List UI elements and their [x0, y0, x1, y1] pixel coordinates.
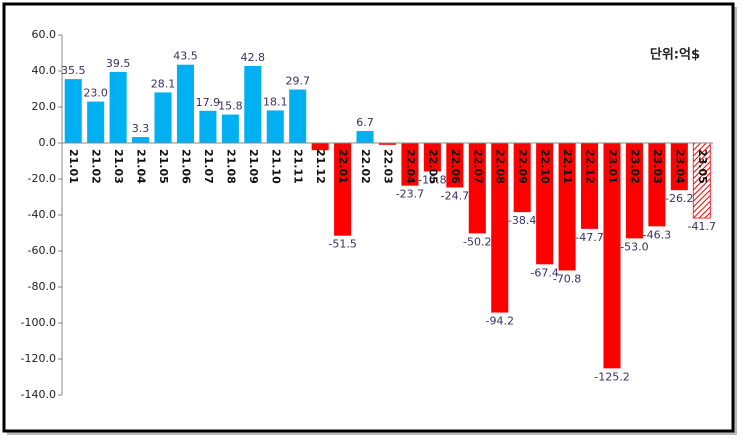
- y-tick-label: -60.0: [28, 244, 56, 257]
- bar: [176, 64, 194, 143]
- data-label: 35.5: [61, 64, 86, 77]
- x-tick-label: 23.05: [696, 149, 709, 184]
- x-tick-label: 22.05: [426, 149, 439, 184]
- bar: [334, 143, 352, 236]
- x-tick-label: 21.07: [202, 149, 215, 184]
- x-tick-label: 23.03: [651, 149, 664, 184]
- bar: [132, 137, 150, 143]
- x-tick-label: 22.12: [584, 149, 597, 184]
- data-label: 23.0: [83, 87, 108, 100]
- data-label: 28.1: [151, 77, 176, 90]
- x-tick-label: 21.06: [179, 149, 192, 184]
- bar: [356, 130, 374, 143]
- x-tick-label: 22.03: [382, 149, 395, 184]
- data-label: -51.5: [328, 238, 356, 251]
- x-tick-label: 23.04: [673, 149, 686, 184]
- bar: [625, 143, 643, 239]
- bar: [603, 143, 621, 369]
- x-tick-label: 21.01: [67, 149, 80, 184]
- bar: [401, 143, 419, 186]
- bar: [468, 143, 486, 234]
- y-tick-label: 0.0: [39, 136, 57, 149]
- bar: [154, 92, 172, 143]
- bar: [199, 110, 217, 143]
- x-tick-label: 23.02: [628, 149, 641, 184]
- x-tick-label: 21.02: [90, 149, 103, 184]
- bar: [289, 89, 307, 143]
- y-tick-label: 60.0: [32, 28, 57, 41]
- x-tick-label: 21.03: [112, 149, 125, 184]
- x-tick-label: 22.10: [539, 149, 552, 184]
- data-label: 3.3: [132, 122, 150, 135]
- x-tick-label: 22.09: [516, 149, 529, 184]
- bar: [109, 71, 127, 143]
- data-label: -38.4: [508, 214, 536, 227]
- x-tick-label: 22.08: [494, 149, 507, 184]
- data-label: -15.8: [418, 173, 446, 186]
- bar: [423, 143, 441, 172]
- data-label: -50.2: [463, 235, 491, 248]
- data-label: -46.3: [643, 228, 671, 241]
- y-tick-label: -80.0: [28, 280, 56, 293]
- data-label: -41.7: [688, 220, 716, 233]
- bar: [311, 143, 329, 151]
- y-tick-label: -100.0: [21, 316, 56, 329]
- bar: [244, 65, 262, 143]
- x-tick-label: 21.09: [247, 149, 260, 184]
- bar: [446, 143, 464, 188]
- data-label: -24.7: [441, 189, 469, 202]
- data-label: -26.2: [665, 192, 693, 205]
- data-label: 17.9: [196, 96, 221, 109]
- bar: [64, 79, 82, 143]
- y-tick-label: -40.0: [28, 208, 56, 221]
- data-label: 42.8: [241, 51, 266, 64]
- data-label: -23.7: [396, 188, 424, 201]
- bar: [378, 143, 397, 145]
- data-label: 39.5: [106, 57, 131, 70]
- x-tick-label: 22.11: [561, 149, 574, 184]
- y-tick-label: 40.0: [32, 64, 57, 77]
- bar: [536, 143, 554, 265]
- y-tick-label: -140.0: [21, 388, 56, 401]
- bar: [491, 143, 509, 313]
- y-tick-label: -120.0: [21, 352, 56, 365]
- data-label: -125.2: [594, 370, 629, 383]
- data-label: -67.4: [530, 266, 558, 279]
- data-label: -47.7: [575, 231, 603, 244]
- y-tick-label: -20.0: [28, 172, 56, 185]
- x-tick-label: 21.11: [292, 149, 305, 184]
- bar: [221, 114, 239, 143]
- x-tick-label: 23.01: [606, 149, 619, 184]
- x-tick-label: 21.12: [314, 149, 327, 184]
- data-label: 29.7: [285, 75, 310, 88]
- bar: [670, 143, 688, 191]
- x-tick-label: 21.04: [135, 149, 148, 184]
- x-tick-label: 22.06: [449, 149, 462, 184]
- data-label: 15.8: [218, 100, 243, 113]
- bar: [513, 143, 531, 213]
- data-label: -53.0: [620, 240, 648, 253]
- data-label: 18.1: [263, 95, 288, 108]
- bar: [558, 143, 576, 271]
- data-label: -94.2: [486, 315, 514, 328]
- data-label: 6.7: [356, 116, 374, 129]
- x-tick-label: 21.10: [269, 149, 282, 184]
- x-tick-label: 22.07: [471, 149, 484, 184]
- x-tick-label: 22.04: [404, 149, 417, 184]
- x-tick-label: 21.08: [224, 149, 237, 184]
- data-label: 43.5: [173, 50, 198, 63]
- unit-label: 단위:억$: [650, 47, 700, 63]
- bar: [266, 110, 284, 143]
- x-tick-label: 22.02: [359, 149, 372, 184]
- bar: [581, 143, 599, 229]
- bar: [87, 101, 105, 143]
- y-tick-label: 20.0: [32, 100, 57, 113]
- x-tick-label: 21.05: [157, 149, 170, 184]
- data-label: -70.8: [553, 272, 581, 285]
- x-tick-label: 22.01: [337, 149, 350, 184]
- bar: [648, 143, 666, 227]
